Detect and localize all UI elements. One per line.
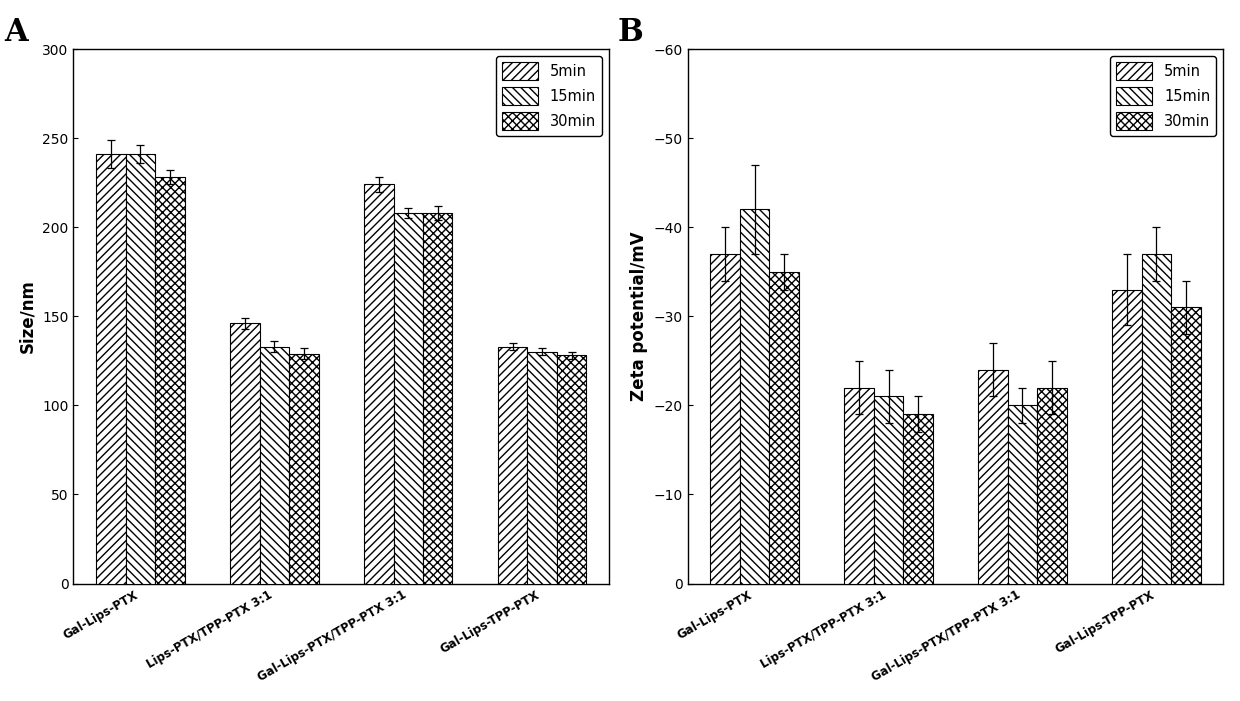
Bar [527, 352, 557, 583]
Bar [1171, 307, 1200, 583]
Bar [711, 254, 740, 583]
Bar [1037, 388, 1066, 583]
Y-axis label: Size/nm: Size/nm [19, 280, 37, 353]
Bar [231, 323, 259, 583]
Text: B: B [618, 17, 644, 48]
Bar [557, 355, 587, 583]
Text: A: A [4, 17, 27, 48]
Bar [844, 388, 874, 583]
Bar [423, 213, 453, 583]
Bar [1008, 405, 1037, 583]
Bar [769, 272, 799, 583]
Bar [125, 154, 155, 583]
Bar [365, 184, 393, 583]
Bar [259, 346, 289, 583]
Bar [1142, 254, 1171, 583]
Legend: 5min, 15min, 30min: 5min, 15min, 30min [1110, 56, 1216, 136]
Bar [903, 414, 932, 583]
Bar [155, 177, 185, 583]
Bar [498, 346, 527, 583]
Y-axis label: Zeta potential/mV: Zeta potential/mV [630, 231, 649, 401]
Bar [289, 354, 319, 583]
Bar [740, 210, 769, 583]
Bar [874, 397, 903, 583]
Bar [978, 369, 1008, 583]
Bar [393, 213, 423, 583]
Bar [97, 154, 125, 583]
Legend: 5min, 15min, 30min: 5min, 15min, 30min [496, 56, 601, 136]
Bar [1112, 290, 1142, 583]
